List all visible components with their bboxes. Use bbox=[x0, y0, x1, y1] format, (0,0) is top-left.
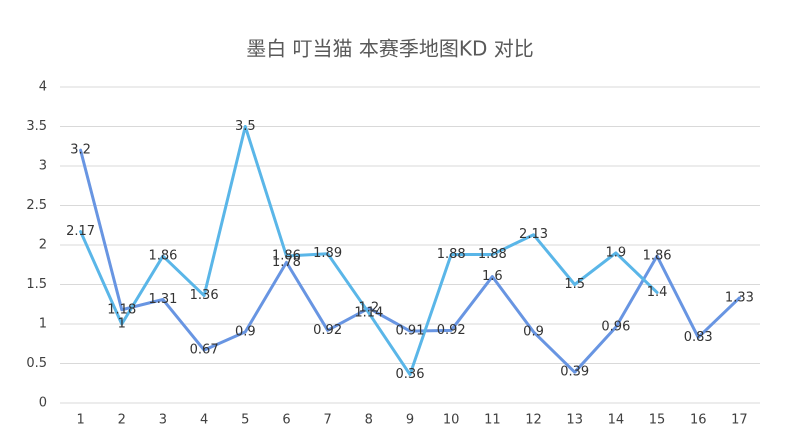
data-label: 0.9 bbox=[523, 324, 544, 339]
x-tick-label: 14 bbox=[608, 413, 625, 428]
x-tick-label: 13 bbox=[566, 413, 583, 428]
data-label: 0.36 bbox=[396, 367, 425, 382]
x-tick-label: 2 bbox=[118, 413, 126, 428]
data-label: 1.88 bbox=[437, 247, 466, 262]
x-tick-label: 15 bbox=[649, 413, 666, 428]
x-tick-label: 3 bbox=[159, 413, 167, 428]
y-tick-label: 3 bbox=[39, 159, 47, 174]
y-tick-label: 0.5 bbox=[26, 356, 47, 371]
x-tick-label: 17 bbox=[731, 413, 748, 428]
data-label: 0.67 bbox=[190, 343, 219, 358]
x-tick-label: 16 bbox=[690, 413, 707, 428]
data-label: 2.17 bbox=[66, 224, 95, 239]
y-tick-label: 0 bbox=[39, 396, 47, 411]
data-label: 1.36 bbox=[190, 288, 219, 303]
y-tick-label: 2.5 bbox=[26, 198, 47, 213]
data-label: 1.2 bbox=[358, 301, 379, 316]
x-tick-label: 4 bbox=[200, 413, 208, 428]
data-label: 1.31 bbox=[148, 292, 177, 307]
data-label: 2.13 bbox=[519, 227, 548, 242]
x-tick-label: 12 bbox=[525, 413, 542, 428]
x-tick-label: 10 bbox=[443, 413, 460, 428]
data-label: 1.89 bbox=[313, 246, 342, 261]
data-label: 0.39 bbox=[560, 365, 589, 380]
data-label: 1.6 bbox=[482, 269, 503, 284]
x-tick-label: 5 bbox=[241, 413, 249, 428]
data-label: 1 bbox=[118, 317, 126, 332]
data-label: 1.9 bbox=[606, 245, 627, 260]
data-label: 0.91 bbox=[396, 324, 425, 339]
data-label: 0.92 bbox=[313, 323, 342, 338]
y-tick-label: 4 bbox=[39, 80, 47, 95]
data-label: 1.18 bbox=[107, 302, 136, 317]
series-line bbox=[79, 148, 741, 374]
y-tick-label: 1.5 bbox=[26, 277, 47, 292]
data-label: 0.96 bbox=[601, 320, 630, 335]
x-tick-label: 1 bbox=[76, 413, 84, 428]
y-tick-label: 3.5 bbox=[26, 119, 47, 134]
data-label: 0.83 bbox=[684, 330, 713, 345]
data-label: 1.5 bbox=[564, 277, 585, 292]
data-label: 0.9 bbox=[235, 324, 256, 339]
x-tick-label: 7 bbox=[324, 413, 332, 428]
data-label: 1.88 bbox=[478, 247, 507, 262]
x-tick-label: 6 bbox=[282, 413, 290, 428]
y-tick-label: 1 bbox=[39, 317, 47, 332]
data-label: 1.78 bbox=[272, 255, 301, 270]
series-line bbox=[79, 125, 659, 377]
data-label: 0.92 bbox=[437, 323, 466, 338]
data-label: 1.86 bbox=[643, 249, 672, 264]
data-label: 1.33 bbox=[725, 290, 754, 305]
y-tick-label: 2 bbox=[39, 238, 47, 253]
x-tick-label: 9 bbox=[406, 413, 414, 428]
x-tick-label: 8 bbox=[365, 413, 373, 428]
data-label: 1.14 bbox=[354, 305, 383, 320]
x-tick-label: 11 bbox=[484, 413, 501, 428]
data-label: 3.5 bbox=[235, 119, 256, 134]
chart-title: 墨白 叮当猫 本赛季地图KD 对比 bbox=[246, 37, 534, 61]
data-label: 1.86 bbox=[148, 249, 177, 264]
data-label: 1.86 bbox=[272, 249, 301, 264]
data-label: 3.2 bbox=[70, 143, 91, 158]
data-label: 1.4 bbox=[647, 285, 668, 300]
